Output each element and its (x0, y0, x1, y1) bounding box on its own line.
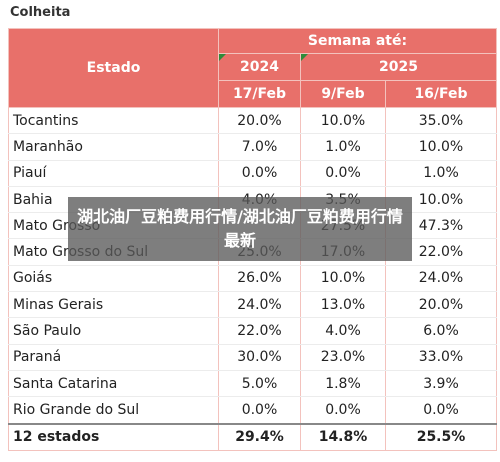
state-cell: Rio Grande do Sul (8, 396, 219, 425)
value-cell: 6.0% (385, 317, 497, 345)
value-cell: 10.0% (385, 133, 497, 161)
value-cell: 5.0% (218, 370, 301, 398)
table-row: Goiás 26.0% 10.0% 24.0% (8, 265, 497, 293)
value-cell: 13.0% (300, 291, 386, 319)
value-cell: 14.8% (300, 422, 386, 451)
value-cell: 0.0% (218, 396, 301, 425)
value-cell: 10.0% (300, 265, 386, 293)
state-cell: Santa Catarina (8, 370, 219, 398)
header-year: 2025 (300, 53, 497, 81)
value-cell: 25.5% (385, 422, 497, 451)
value-cell: 20.0% (385, 291, 497, 319)
header-estado: Estado (8, 28, 219, 108)
total-row: 12 estados 29.4% 14.8% 25.5% (8, 422, 497, 451)
overlay-banner: 湖北油厂豆粕费用行情/湖北油厂豆粕费用行情最新 (68, 197, 412, 261)
title: Colheita (10, 5, 71, 20)
year-label: 2025 (379, 59, 418, 75)
value-cell: 33.0% (385, 344, 497, 371)
state-cell: Maranhão (8, 133, 219, 161)
table-row: Tocantins 20.0% 10.0% 35.0% (8, 107, 497, 135)
value-cell: 0.0% (300, 160, 386, 187)
value-cell: 23.0% (300, 344, 386, 371)
header-date: 9/Feb (300, 80, 386, 108)
state-cell: São Paulo (8, 317, 219, 345)
value-cell: 10.0% (300, 107, 386, 135)
state-cell: Minas Gerais (8, 291, 219, 319)
value-cell: 35.0% (385, 107, 497, 135)
table-row: Rio Grande do Sul 0.0% 0.0% 0.0% (8, 396, 497, 425)
table-row: Paraná 30.0% 23.0% 33.0% (8, 344, 497, 371)
table-row: Piauí 0.0% 0.0% 1.0% (8, 160, 497, 187)
value-cell: 22.0% (218, 317, 301, 345)
header-year: 2024 (218, 53, 301, 81)
value-cell: 1.8% (300, 370, 386, 398)
value-cell: 1.0% (300, 133, 386, 161)
state-cell: Tocantins (8, 107, 219, 135)
header-date: 16/Feb (385, 80, 497, 108)
header-date: 17/Feb (218, 80, 301, 108)
value-cell: 0.0% (300, 396, 386, 425)
value-cell: 1.0% (385, 160, 497, 187)
state-cell: Piauí (8, 160, 219, 187)
value-cell: 24.0% (218, 291, 301, 319)
value-cell: 0.0% (218, 160, 301, 187)
table-row: Maranhão 7.0% 1.0% 10.0% (8, 133, 497, 161)
value-cell: 20.0% (218, 107, 301, 135)
value-cell: 0.0% (385, 396, 497, 425)
value-cell: 3.9% (385, 370, 497, 398)
value-cell: 30.0% (218, 344, 301, 371)
table-body: Tocantins 20.0% 10.0% 35.0% Maranhão 7.0% 1.0%… (8, 107, 497, 451)
value-cell: 7.0% (218, 133, 301, 161)
table-row: Minas Gerais 24.0% 13.0% 20.0% (8, 291, 497, 319)
table-row: São Paulo 22.0% 4.0% 6.0% (8, 317, 497, 345)
value-cell: 24.0% (385, 265, 497, 293)
state-cell: Goiás (8, 265, 219, 293)
year-label: 2024 (240, 59, 279, 75)
state-cell: Paraná (8, 344, 219, 371)
table-row: Santa Catarina 5.0% 1.8% 3.9% (8, 370, 497, 398)
value-cell: 29.4% (218, 422, 301, 451)
value-cell: 26.0% (218, 265, 301, 293)
state-cell: 12 estados (8, 422, 219, 451)
header-semana: Semana até: (218, 28, 497, 54)
value-cell: 4.0% (300, 317, 386, 345)
